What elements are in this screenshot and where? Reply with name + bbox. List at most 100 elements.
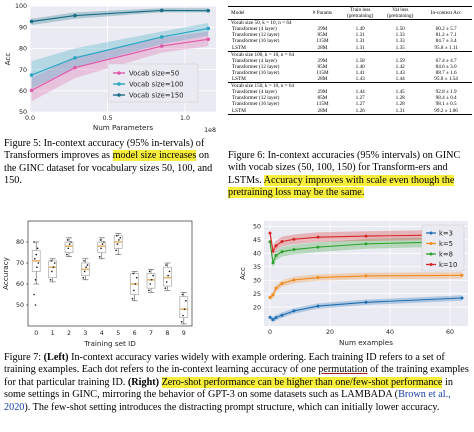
table-cell: 115M [316,69,329,76]
data-point [82,276,85,279]
data-point [271,261,275,265]
data-point [149,283,152,285]
group-title: Vocab size 150, k = 10, n = 64 [231,83,295,90]
data-point [274,286,278,290]
series-band [270,295,462,323]
data-point [268,315,272,319]
data-point [271,318,275,322]
table-cell: 1.43 [355,76,365,83]
data-point [34,304,37,306]
x-tick-label: 40 [386,329,394,336]
table-row: Transformer (16 layer) 115M 1.31 1.33 84.7 ±… [228,38,472,44]
y-tick-label: 40 [253,251,261,258]
table-cell: 1.50 [395,26,405,33]
table-cell: 1.28 [395,95,405,102]
data-point [164,287,167,289]
x-axis-label: Num examples [339,338,393,347]
figure7-left: (Left) [43,352,69,363]
y-tick-label: 80 [19,46,27,53]
data-point [180,321,183,323]
data-point [36,266,38,268]
x-tick-label: 4 [100,330,104,337]
figure7-text-a: In-context accuracy varies widely with e… [4,352,445,376]
data-point [316,245,320,249]
figure7-text-e: ). The few-shot setting introduces the d… [24,401,440,413]
y-axis-label: Accuracy [1,256,10,290]
x-axis-label: Num Parameters [93,123,154,132]
data-point [271,249,275,253]
box [48,260,57,279]
data-point [280,250,284,254]
x-tick-label: 1.0 [180,115,190,122]
table-cell: LSTM [232,107,246,114]
table-cell: 1.33 [395,38,405,45]
data-point [364,242,368,246]
table-cell: 28M [317,107,328,114]
training-id-boxplot: 50 60 70 80 0 1 2 3 4 5 6 7 8 9 Training set ID Accurac… [1,220,193,348]
y-tick-label: 50 [16,302,24,309]
data-point [280,281,284,285]
series-band [270,236,462,268]
col-model: Model [231,10,245,17]
series-band [270,272,462,301]
data-point [148,270,151,273]
citation-link[interactable]: Brown et al., 2020 [4,389,451,413]
data-point [119,237,122,239]
table-cell: 1.27 [355,95,365,102]
data-point [159,8,164,13]
data-point [131,297,134,300]
table-cell: 1.42 [395,63,405,70]
y-tick-label: 20 [253,304,261,311]
y-tick-label: 50 [19,109,27,116]
table-cell: 84.7 ± 3.4 [435,38,457,45]
table-row: Transformer (4 layer) 29M 1.49 1.50 60.2 ± 5… [228,26,472,32]
table-row: Transformer (12 layer) 85M 1.27 1.28 98.4 ± … [228,95,472,101]
table-cell: 1.41 [355,69,365,76]
data-point [36,247,39,250]
x-tick-label: 8 [165,330,169,337]
data-point [103,241,105,243]
table-cell: Transformer (16 layer) [232,69,280,76]
data-point [280,239,284,243]
table-cell: 1.31 [355,38,365,45]
table-cell: LSTM [232,76,246,83]
x-multiplier: 1e8 [204,127,216,134]
figure7-permutation: permutation [318,364,368,376]
vocab-size-chart: 50 60 70 80 90 100 0.0 0.5 1.0 Num Parameters Acc 1… [3,3,216,134]
data-point [52,266,55,268]
y-axis-label: Acc [3,53,12,66]
data-point [100,247,102,250]
data-point [206,8,211,13]
series-band [31,31,209,102]
table-cell: 29M [317,57,328,64]
col-acc: In-context Acc [430,10,462,17]
group-title: Vocab size 50, k = 10, n = 64 [231,20,292,27]
data-point [85,266,87,268]
box [64,241,74,253]
table-cell: 1.26 [355,107,365,114]
table-cell: Transformer (16 layer) [232,38,280,45]
x-tick-label: 9 [182,330,186,337]
data-point [274,244,278,248]
data-point [292,248,296,252]
data-point [35,253,37,256]
data-point [182,314,184,317]
series-line [31,38,209,91]
data-point [132,272,134,275]
table-row: Transformer (4 layer) 29M 1.44 1.45 92.8 ± 1… [228,89,472,95]
table-cell: 81.2 ± 7.1 [435,32,457,39]
figure5-highlight: model size increases [112,150,197,162]
table-cell: 1.35 [395,44,405,51]
legend-marker [429,252,433,256]
table-cell: 115M [316,38,329,45]
data-point [165,281,168,283]
legend-marker [429,263,433,266]
data-point [159,35,164,39]
y-tick-label: 25 [253,291,261,298]
data-point [99,239,102,241]
data-point [50,260,52,262]
y-tick-label: 45 [253,237,261,244]
table-cell: 60.2 ± 5.7 [435,26,457,33]
data-point [292,278,296,282]
data-point [274,316,278,320]
